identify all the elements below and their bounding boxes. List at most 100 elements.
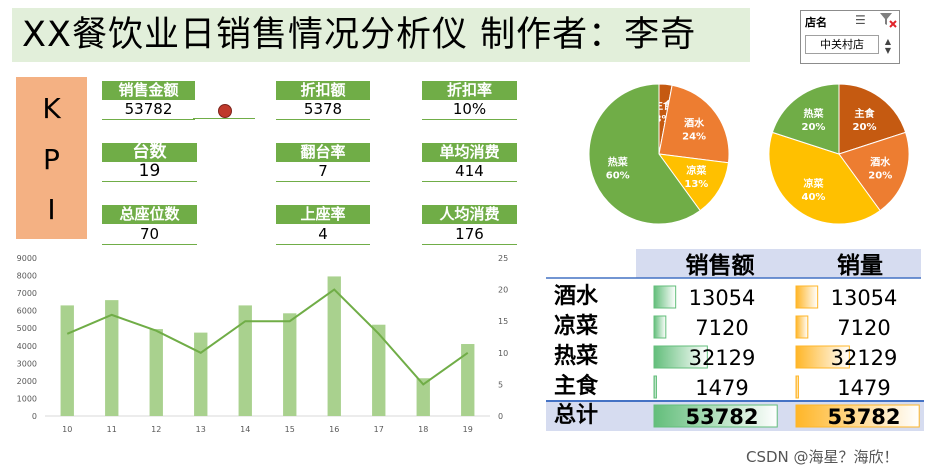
table-cell-value: 7120 [837, 316, 890, 340]
kpi-value-per-capita: 176 [422, 224, 517, 245]
kpi-label-per-capita: 人均消费 [422, 205, 517, 224]
combo-chart-daily: 0 1000 2000 3000 4000 5000 6000 7000 8000 9000 0 5 1… [17, 254, 509, 434]
table-cell-value: 32129 [689, 346, 756, 370]
table-cell-value: 1479 [695, 376, 748, 400]
pie-slice-label: 13% [684, 179, 708, 190]
pie-slice-name: 主食 [855, 107, 876, 120]
x-tick-label: 12 [151, 425, 161, 434]
pie-slice [768, 131, 881, 225]
kpi-label-discount: 折扣额 [276, 81, 370, 100]
y-right-tick-label: 25 [498, 254, 508, 263]
y-right-tick-label: 10 [498, 349, 508, 358]
pie-slice [838, 83, 907, 155]
y-left-tick-label: 5000 [17, 324, 37, 333]
kpi-value-seats: 70 [102, 224, 197, 245]
pie-slice-name: 凉菜 [686, 164, 707, 177]
pie-slice-label: 3% [655, 114, 672, 125]
x-tick-label: 13 [196, 425, 206, 434]
table-row-name: 总计 [554, 402, 598, 428]
kpi-letter: P [43, 143, 60, 176]
line-series [66, 288, 469, 386]
multi-select-icon[interactable]: ☰ [855, 13, 866, 27]
pie-slice-label: 20% [802, 122, 826, 133]
bar [283, 313, 297, 416]
pie-slice-name: 酒水 [870, 155, 891, 168]
table-row-name: 主食 [554, 373, 599, 399]
y-left-tick-label: 4000 [17, 342, 37, 351]
red-dot-marker [218, 104, 232, 118]
table-row-name: 热菜 [554, 343, 598, 369]
y-left-tick-label: 6000 [17, 307, 37, 316]
kpi-label-occupancy: 上座率 [276, 205, 370, 224]
y-left-tick-label: 0 [32, 412, 37, 421]
x-tick-label: 11 [107, 425, 117, 434]
kpi-value-tables: 19 [102, 161, 197, 182]
kpi-box: K P I [16, 77, 87, 239]
bar [194, 332, 208, 416]
kpi-label-avg-order: 单均消费 [422, 143, 517, 162]
pie-slice [838, 131, 910, 212]
bar [372, 324, 386, 416]
data-bar [653, 285, 677, 309]
x-tick-label: 19 [463, 425, 473, 434]
y-right-tick-label: 20 [498, 286, 508, 295]
slicer-scroll-arrows[interactable]: ▲ ▼ [884, 37, 892, 55]
table-header-bg [636, 249, 921, 278]
bar [461, 344, 475, 416]
x-tick-label: 14 [240, 425, 250, 434]
data-bar [653, 404, 778, 428]
kpi-value-sales: 53782 [102, 99, 195, 120]
watermark: CSDN @海星？海欣！ [746, 448, 899, 466]
divider-line [193, 118, 255, 119]
table-column-header: 销售额 [686, 252, 755, 279]
kpi-value-turnover: 7 [276, 161, 370, 182]
x-tick-label: 15 [285, 425, 295, 434]
data-bar [795, 315, 809, 339]
bar [149, 329, 163, 416]
title-bar [12, 8, 750, 62]
slicer-item-selected[interactable]: 中关村店 [805, 35, 879, 54]
table-row-name: 酒水 [554, 284, 599, 309]
page-title: XX餐饮业日销售情况分析仪 制作者：李奇 [22, 15, 697, 55]
table-cell-value: 13054 [831, 286, 898, 310]
data-bar [795, 375, 799, 399]
table-cell-value: 53782 [827, 405, 900, 429]
kpi-value-discount: 5378 [276, 99, 370, 120]
kpi-value-avg-order: 414 [422, 161, 517, 182]
bar [327, 276, 341, 416]
y-left-tick-label: 3000 [17, 359, 37, 368]
kpi-label-discount-rate: 折扣率 [422, 81, 517, 100]
data-bar [795, 285, 819, 309]
table-cell-value: 32129 [831, 346, 898, 370]
pie-slice-label: 20% [868, 170, 892, 181]
kpi-letter: K [42, 92, 61, 125]
kpi-label-tables: 台数 [102, 143, 197, 162]
kpi-label-sales: 销售金额 [102, 81, 195, 100]
kpi-value-occupancy: 4 [276, 224, 370, 245]
pie-slice [771, 83, 840, 155]
bar [238, 305, 252, 416]
table-cell-value: 1479 [837, 376, 890, 400]
y-right-tick-label: 15 [498, 317, 508, 326]
y-right-tick-label: 0 [498, 412, 503, 421]
data-bar [653, 375, 657, 399]
kpi-label-turnover: 翻台率 [276, 143, 370, 162]
pie-slice [657, 153, 730, 212]
pie-slice [588, 83, 701, 225]
y-left-tick-label: 8000 [17, 272, 37, 281]
y-left-tick-label: 7000 [17, 289, 37, 298]
y-left-tick-label: 2000 [17, 377, 37, 386]
bar [416, 378, 430, 416]
pie-slice [658, 84, 730, 164]
kpi-label-seats: 总座位数 [102, 205, 197, 224]
x-tick-label: 16 [329, 425, 339, 434]
clear-filter-icon[interactable] [879, 12, 897, 28]
table-cell-value: 13054 [689, 286, 756, 310]
table-cell-value: 7120 [695, 316, 748, 340]
data-bar [795, 345, 850, 369]
pie-slice-label: 60% [606, 170, 630, 181]
bar [60, 305, 74, 416]
bar [105, 300, 119, 416]
